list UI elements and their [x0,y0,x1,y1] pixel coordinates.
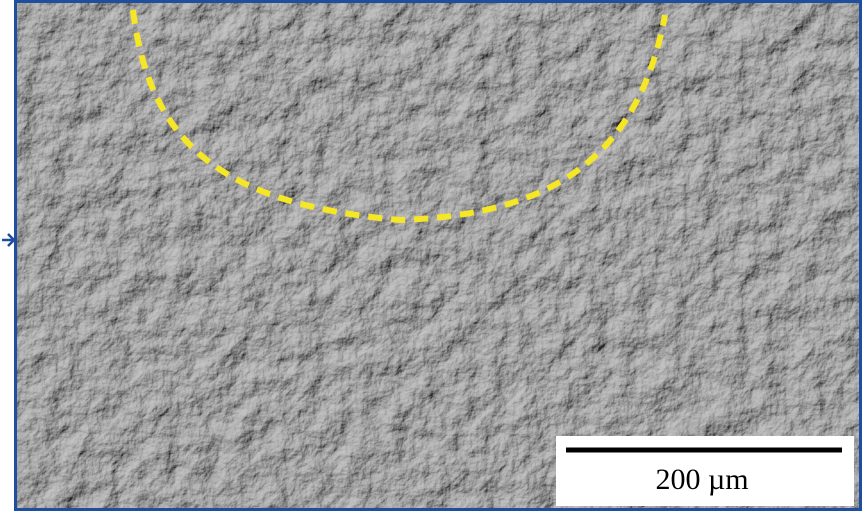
fracture-surface [16,2,860,509]
page: 200 µm (() => { const data = JSON.parse(… [0,0,862,511]
scale-bar-label: 200 µm [655,463,748,496]
figure: 200 µm [0,0,862,511]
sem-image: 200 µm [16,2,860,509]
pointer-arrow [2,234,14,246]
